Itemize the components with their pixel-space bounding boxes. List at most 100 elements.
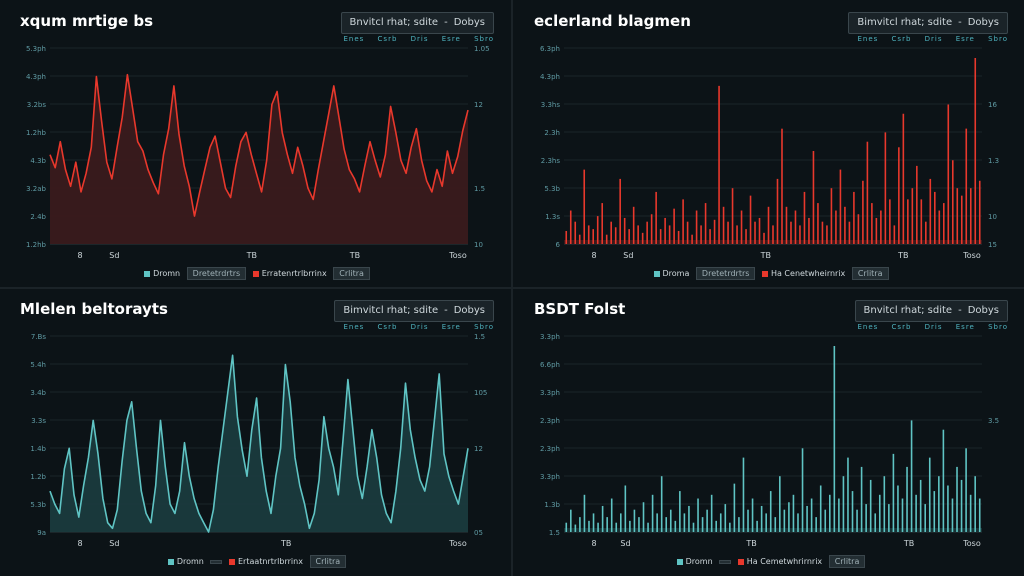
legend-item-secondary[interactable]: Ertaatnrtrlbrrinx xyxy=(228,557,303,566)
y-axis-label-right: 05 xyxy=(474,529,483,537)
range-select[interactable]: Bnvitcl rhat; sdite - Dobys xyxy=(854,300,1008,322)
legend-swatch xyxy=(737,558,744,565)
legend-chip[interactable]: Crlitra xyxy=(851,267,889,280)
subrow-item[interactable]: Enes xyxy=(857,35,879,43)
legend: Dromn Ha Cemetwhrirnrix Crlitra xyxy=(524,555,1014,568)
subrow-item[interactable]: Csrb xyxy=(891,35,912,43)
legend-chip[interactable]: Crlitra xyxy=(333,267,370,280)
subrow-item[interactable]: Sbro xyxy=(474,35,494,43)
subrow-item[interactable]: Sbro xyxy=(474,323,494,331)
y-axis-label: 1.4b xyxy=(30,445,46,453)
series-area xyxy=(50,74,468,244)
range-select[interactable]: Bimvitcl rhat; sdite - Dobys xyxy=(848,12,1008,34)
y-axis-label: 5.4h xyxy=(30,361,46,369)
y-axis-label: 3.2ab xyxy=(26,185,46,193)
y-axis-label: 5.3b xyxy=(30,501,46,509)
legend-swatch xyxy=(252,270,259,277)
y-axis-label: 3.3ph xyxy=(540,389,560,397)
subrow-item[interactable]: Csrb xyxy=(377,35,398,43)
y-axis-label: 2.3h xyxy=(544,129,560,137)
subrow-item[interactable]: Sbro xyxy=(988,35,1008,43)
legend-chip[interactable] xyxy=(210,559,223,564)
legend-item-primary[interactable]: Droma xyxy=(653,269,689,278)
y-axis-label-right: 10 xyxy=(474,241,483,249)
legend-item-primary[interactable]: Dromn xyxy=(144,269,180,278)
y-axis-label: 5.3b xyxy=(544,185,560,193)
legend: Dromn Ertaatnrtrlbrrinx Crlitra xyxy=(10,555,500,568)
x-axis-label: TB xyxy=(897,251,908,260)
x-axis-label: Toso xyxy=(962,539,981,548)
panel-title: xqum mrtige bs xyxy=(20,12,154,30)
y-axis-label: 3.3s xyxy=(31,417,46,425)
legend-item-primary[interactable]: Dromn xyxy=(676,557,713,566)
subrow-item[interactable]: Dris xyxy=(924,35,943,43)
x-axis-label: Toso xyxy=(448,251,467,260)
legend-chip[interactable]: Crlitra xyxy=(828,555,866,568)
x-axis-label: 8 xyxy=(591,539,596,548)
subrow-item[interactable]: Dris xyxy=(410,323,429,331)
x-axis-label: Sd xyxy=(620,539,630,548)
y-axis-label: 3.3hs xyxy=(541,101,561,109)
y-axis-label-right: 3.5 xyxy=(988,417,999,425)
y-axis-label-right: 16 xyxy=(988,101,997,109)
y-axis-label-right: 1.5 xyxy=(474,185,485,193)
y-axis-label: 3.3ph xyxy=(540,473,560,481)
subrow-item[interactable]: Sbro xyxy=(988,323,1008,331)
y-axis-label: 2.3ph xyxy=(540,417,560,425)
subrow-item[interactable]: Csrb xyxy=(377,323,398,331)
range-select[interactable]: Bnvitcl rhat; sdite - Dobys xyxy=(340,12,494,34)
subrow: Enes Csrb Dris Esre Sbro xyxy=(333,35,494,43)
subrow-item[interactable]: Esre xyxy=(441,323,461,331)
range-label: Bimvitcl rhat; sdite xyxy=(857,17,953,28)
x-axis-label: TB xyxy=(246,251,257,260)
y-axis-label-right: 1.5 xyxy=(474,333,485,341)
series-line xyxy=(49,73,469,217)
legend-chip[interactable] xyxy=(719,559,732,564)
y-axis-label: 3.4b xyxy=(30,389,46,397)
y-axis-label: 4.3ph xyxy=(26,73,46,81)
panel-top-right: eclerland blagmen Bimvitcl rhat; sdite - D… xyxy=(524,4,1014,284)
legend-item-secondary[interactable]: Ha Cemetwhrirnrix xyxy=(737,557,822,566)
horizontal-divider xyxy=(0,287,1024,289)
subrow-item[interactable]: Enes xyxy=(857,323,879,331)
subrow-item[interactable]: Csrb xyxy=(891,323,912,331)
legend-item-secondary[interactable]: Ha Cenetwheirnrix xyxy=(761,269,845,278)
y-axis-label-right: 1.3 xyxy=(988,157,999,165)
y-axis-label: 4.3b xyxy=(30,157,46,165)
x-axis-label: TB xyxy=(349,251,360,260)
subrow-item[interactable]: Esre xyxy=(955,35,975,43)
legend: Droma Dretetrdrtrs Ha Cenetwheirnrix Crl… xyxy=(524,267,1014,280)
y-axis-label: 1.3s xyxy=(545,213,560,221)
subrow-item[interactable]: Dris xyxy=(924,323,943,331)
y-axis-label: 3.3ph xyxy=(540,333,560,341)
y-axis-label-right: 1.05 xyxy=(474,45,490,53)
x-axis-label: Sd xyxy=(109,539,119,548)
chart: 5.3ph 4.3ph 3.2bs 1.2hb 4.3b 3.2ab 2.4b 1.2hb 1.… xyxy=(26,45,490,260)
series-line xyxy=(49,354,469,533)
legend-chip[interactable]: Dretetrdrtrs xyxy=(695,267,756,280)
range-select[interactable]: Bimvitcl rhat; sdite - Dobys xyxy=(334,300,494,322)
y-axis-label: 1.2hb xyxy=(26,129,47,137)
y-axis-label-right: 15 xyxy=(988,241,997,249)
x-axis-label: TB xyxy=(760,251,771,260)
legend-chip[interactable]: Crlitra xyxy=(309,555,347,568)
baseline-fill xyxy=(564,528,982,532)
subrow: Enes Csrb Dris Esre Sbro xyxy=(333,323,494,331)
legend-item-secondary[interactable]: Erratenrtrlbrrinx xyxy=(252,269,327,278)
subrow-item[interactable]: Dris xyxy=(410,35,429,43)
range-option: Dobys xyxy=(453,305,485,316)
legend-swatch xyxy=(228,558,235,565)
subrow-item[interactable]: Enes xyxy=(343,323,365,331)
y-axis-label-right: 105 xyxy=(474,389,487,397)
subrow-item[interactable]: Enes xyxy=(343,35,365,43)
x-axis-label: Sd xyxy=(109,251,119,260)
legend-chip[interactable]: Dretetrdrtrs xyxy=(186,267,247,280)
subrow-item[interactable]: Esre xyxy=(955,323,975,331)
subrow-item[interactable]: Esre xyxy=(441,35,461,43)
y-axis-label-right: 12 xyxy=(474,445,483,453)
legend: Dromn Dretetrdrtrs Erratenrtrlbrrinx Crl… xyxy=(10,267,500,280)
legend-item-primary[interactable]: Dromn xyxy=(167,557,204,566)
range-label: Bimvitcl rhat; sdite xyxy=(343,305,439,316)
legend-swatch xyxy=(653,270,660,277)
